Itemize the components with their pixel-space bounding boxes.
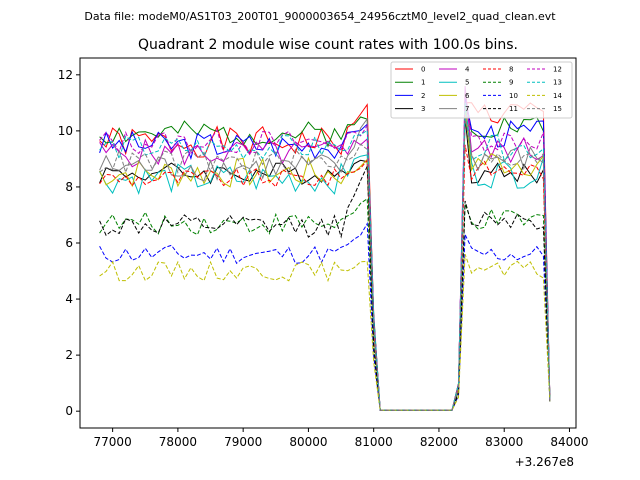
x-tick-label: 80000	[289, 435, 327, 449]
series-line-4	[99, 85, 551, 411]
series-line-11	[99, 166, 551, 411]
legend-label-9: 9	[509, 79, 513, 87]
legend-label-1: 1	[421, 79, 425, 87]
chart-title: Quadrant 2 module wise count rates with …	[138, 37, 518, 53]
series-line-9	[99, 197, 551, 411]
legend-label-15: 15	[553, 105, 562, 113]
series-line-2	[99, 97, 551, 411]
series-line-6	[99, 108, 551, 411]
plot-lines	[99, 85, 551, 411]
series-line-3	[99, 116, 551, 411]
chart-suptitle: Data file: modeM0/AS1T03_200T01_90000036…	[84, 10, 556, 23]
x-tick-label: 81000	[355, 435, 393, 449]
series-line-13	[99, 102, 551, 411]
series-line-15	[99, 116, 551, 411]
y-tick-label: 12	[58, 68, 73, 82]
legend-label-14: 14	[553, 92, 562, 100]
x-tick-label: 79000	[224, 435, 262, 449]
y-tick-label: 8	[65, 180, 73, 194]
series-line-8	[99, 144, 551, 411]
x-axis-ticks: 77000 78000 79000 80000 81000 82000 83000 84000	[94, 428, 589, 449]
legend-label-4: 4	[465, 66, 470, 74]
legend-label-6: 6	[465, 92, 470, 100]
series-line-5	[99, 114, 551, 411]
legend-label-12: 12	[553, 66, 562, 74]
legend-label-8: 8	[509, 66, 513, 74]
x-tick-label: 82000	[420, 435, 458, 449]
legend-label-10: 10	[509, 92, 518, 100]
y-tick-label: 6	[65, 236, 73, 250]
x-tick-label: 77000	[94, 435, 132, 449]
y-tick-label: 10	[58, 124, 73, 138]
legend-label-11: 11	[509, 105, 518, 113]
y-tick-label: 2	[65, 348, 73, 362]
legend-label-5: 5	[465, 79, 469, 87]
y-tick-label: 0	[65, 404, 73, 418]
legend-label-7: 7	[465, 105, 469, 113]
y-axis-ticks: 0 2 4 6 8 10 12	[58, 68, 80, 418]
y-tick-label: 4	[65, 292, 73, 306]
legend-label-3: 3	[421, 105, 425, 113]
legend-label-0: 0	[421, 66, 425, 74]
x-axis-offset-label: +3.267e8	[515, 455, 574, 469]
x-tick-label: 83000	[485, 435, 523, 449]
x-tick-label: 78000	[159, 435, 197, 449]
series-line-14	[99, 254, 551, 411]
legend-label-13: 13	[553, 79, 562, 87]
series-line-10	[99, 221, 551, 411]
x-tick-label: 84000	[550, 435, 588, 449]
legend-label-2: 2	[421, 92, 425, 100]
legend-box	[390, 61, 573, 119]
